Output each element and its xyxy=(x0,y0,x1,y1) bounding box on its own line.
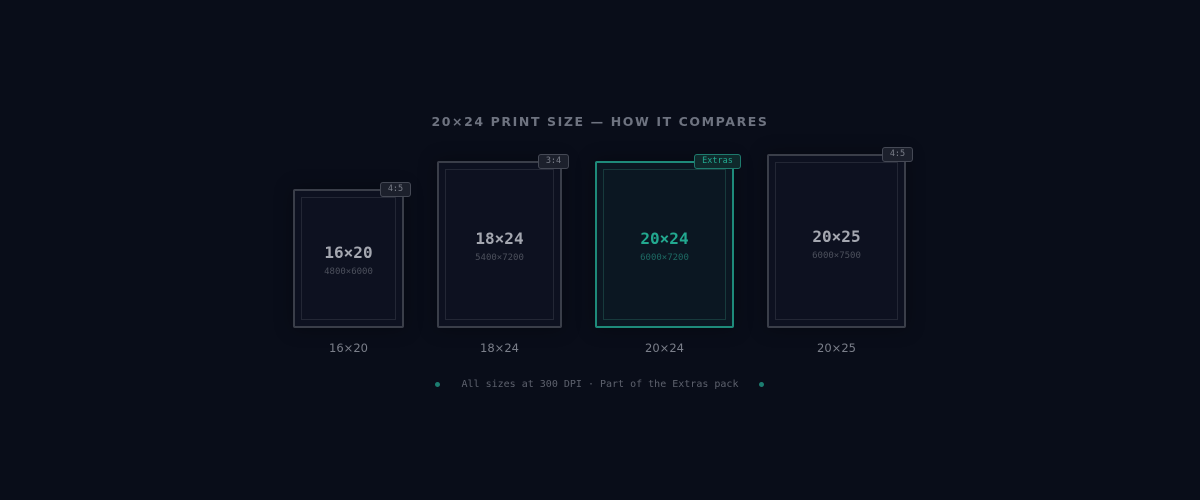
frame-pixels: 6000×7500 xyxy=(812,251,861,261)
size-label: 16×20 xyxy=(329,341,368,355)
frame-size: 16×20 xyxy=(324,243,373,262)
section-title: 20×24 PRINT SIZE — HOW IT COMPARES xyxy=(431,114,769,129)
frame-inner-border xyxy=(301,197,396,320)
size-label: 20×25 xyxy=(817,341,856,355)
frame-size: 20×24 xyxy=(640,229,689,248)
frame-size: 18×24 xyxy=(475,229,524,248)
footer-note: All sizes at 300 DPI · Part of the Extra… xyxy=(461,379,739,390)
ratio-badge: 4:5 xyxy=(380,182,411,197)
frame-inner-border xyxy=(445,169,554,320)
frame-inner-border xyxy=(775,162,898,320)
ratio-badge: 4:5 xyxy=(882,147,913,162)
footer-dot-icon xyxy=(435,382,440,387)
footer-dot-icon xyxy=(759,382,764,387)
ratio-badge: 3:4 xyxy=(538,154,569,169)
frame-size: 20×25 xyxy=(812,227,861,246)
print-frame-20x25: 20×25 6000×7500 xyxy=(767,154,906,328)
size-label: 18×24 xyxy=(480,341,519,355)
frame-inner-border xyxy=(603,169,726,320)
extras-badge: Extras xyxy=(694,154,741,169)
frame-pixels: 5400×7200 xyxy=(475,253,524,263)
print-frame-18x24: 18×24 5400×7200 xyxy=(437,161,562,328)
size-label: 20×24 xyxy=(645,341,684,355)
frame-pixels: 4800×6000 xyxy=(324,267,373,277)
print-frame-16x20: 16×20 4800×6000 xyxy=(293,189,404,328)
frame-pixels: 6000×7200 xyxy=(640,253,689,263)
print-frame-20x24: 20×24 6000×7200 xyxy=(595,161,734,328)
